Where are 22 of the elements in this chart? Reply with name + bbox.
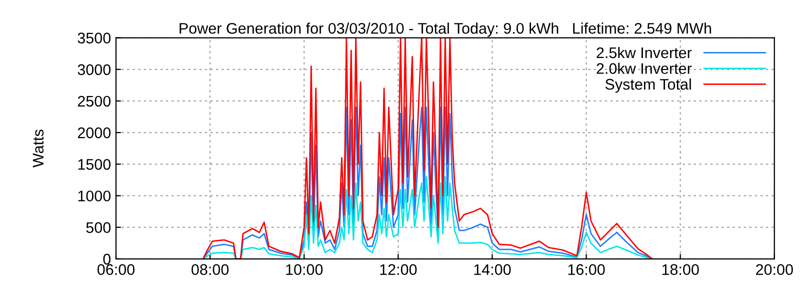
x-tick-label: 10:00	[286, 264, 323, 275]
y-tick-label: 3500	[78, 32, 111, 44]
legend-label: 2.0kw Inverter	[596, 62, 692, 74]
legend-label: 2.5kw Inverter	[596, 46, 692, 58]
y-tick-label: 3000	[78, 64, 111, 76]
y-tick-label: 2000	[78, 127, 111, 138]
x-tick-label: 08:00	[192, 264, 229, 275]
y-tick-label: 1500	[78, 159, 111, 170]
x-tick-label: 14:00	[474, 264, 511, 275]
legend-label: System Total	[605, 78, 691, 93]
y-tick-label: 1000	[78, 190, 111, 202]
line-series	[202, 176, 653, 259]
y-tick-label: 0	[103, 254, 111, 265]
y-axis-title: Watts	[32, 130, 44, 168]
chart-title: Power Generation for 03/03/2010 - Total Today: 9.0 kWh Lifetime: 2.549 MWh	[180, 22, 712, 37]
x-tick-label: 06:00	[97, 264, 135, 275]
x-tick-label: 20:00	[756, 264, 793, 275]
x-tick-label: 16:00	[568, 264, 605, 275]
x-tick-label: 18:00	[662, 264, 699, 275]
x-tick-label: 12:00	[380, 264, 417, 275]
y-tick-label: 500	[86, 222, 111, 233]
y-tick-label: 2500	[78, 96, 111, 107]
